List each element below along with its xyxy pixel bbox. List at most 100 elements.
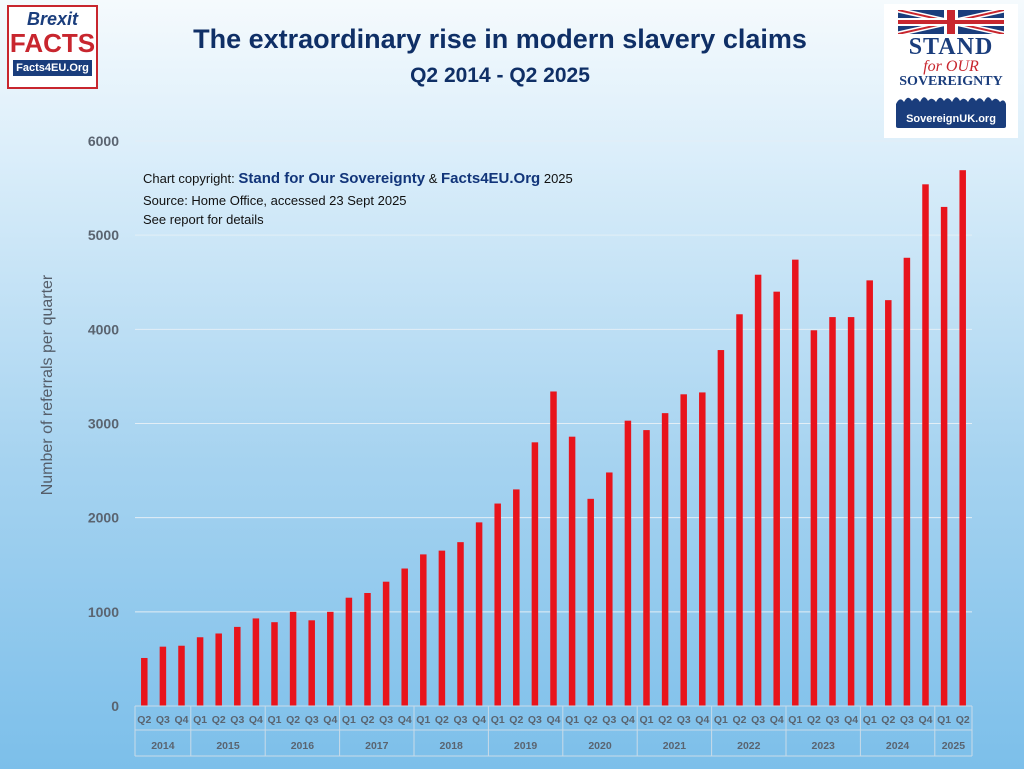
y-tick-label: 5000 (88, 227, 119, 243)
bar (494, 503, 501, 706)
bar (810, 330, 818, 706)
x-tick-label: Q1 (788, 714, 802, 726)
x-group-label: 2022 (737, 740, 761, 752)
bar (271, 622, 278, 706)
bar (420, 554, 427, 706)
x-tick-label: Q1 (639, 714, 653, 726)
y-tick-label: 6000 (88, 133, 119, 149)
x-group-label: 2020 (588, 740, 612, 752)
x-group-label: 2016 (291, 740, 315, 752)
bar (364, 593, 371, 706)
x-tick-label: Q4 (621, 714, 635, 726)
chart-title: The extraordinary rise in modern slavery… (193, 24, 807, 54)
x-tick-label: Q3 (156, 714, 170, 726)
x-tick-label: Q4 (398, 714, 412, 726)
bar (327, 611, 334, 706)
x-tick-label: Q2 (881, 714, 895, 726)
bar (215, 633, 222, 706)
brexit-logo-line1: Brexit (26, 9, 79, 29)
bar (196, 637, 204, 706)
chart-copyright-note: Chart copyright: Stand for Our Sovereign… (143, 170, 573, 187)
x-tick-label: Q2 (137, 714, 151, 726)
copyright-org2: Facts4EU.Org (441, 170, 541, 187)
x-tick-label: Q2 (286, 714, 300, 726)
y-tick-label: 0 (111, 698, 119, 714)
x-tick-label: Q1 (342, 714, 356, 726)
x-tick-label: Q1 (416, 714, 430, 726)
x-group-label: 2014 (151, 740, 175, 752)
x-group-label: 2017 (365, 740, 389, 752)
bar (382, 581, 390, 706)
bar (345, 597, 353, 706)
bar (289, 611, 297, 706)
x-tick-label: Q1 (714, 714, 728, 726)
x-tick-label: Q4 (770, 714, 784, 726)
source-note: Source: Home Office, accessed 23 Sept 20… (143, 193, 407, 208)
bar (866, 280, 873, 706)
x-tick-label: Q4 (695, 714, 709, 726)
bar (773, 291, 780, 706)
bar (178, 645, 185, 706)
x-tick-label: Q4 (546, 714, 560, 726)
x-tick-label: Q4 (323, 714, 337, 726)
x-tick-label: Q4 (249, 714, 263, 726)
copyright-org1: Stand for Our Sovereignty (238, 170, 426, 187)
x-tick-label: Q2 (956, 714, 970, 726)
brexit-logo-line2: FACTS (9, 28, 96, 58)
x-tick-label: Q4 (844, 714, 858, 726)
x-tick-label: Q2 (360, 714, 374, 726)
x-tick-label: Q3 (602, 714, 616, 726)
bar (717, 350, 725, 706)
union-flag-icon (898, 10, 1004, 34)
bar (308, 620, 315, 706)
bar (792, 259, 799, 706)
bar (885, 300, 892, 706)
bar (959, 170, 966, 707)
y-tick-label: 1000 (88, 604, 119, 620)
bar (159, 646, 167, 706)
bar (550, 391, 557, 706)
x-tick-label: Q1 (491, 714, 505, 726)
bar (922, 184, 929, 707)
bar (940, 206, 948, 706)
bar (234, 626, 241, 706)
bar (624, 420, 632, 706)
x-group-label: 2025 (942, 740, 966, 752)
bar (829, 317, 836, 706)
bar (457, 542, 464, 706)
bar (438, 550, 446, 706)
bar (568, 436, 576, 706)
x-group-label: 2021 (663, 740, 687, 752)
brexit-facts-logo: Brexit FACTS Facts4EU.Org (7, 5, 98, 89)
copyright-year: 2025 (543, 171, 573, 186)
x-tick-label: Q4 (918, 714, 932, 726)
bar (141, 657, 148, 706)
x-tick-label: Q1 (565, 714, 579, 726)
bar (475, 522, 483, 706)
x-tick-label: Q3 (751, 714, 765, 726)
x-tick-label: Q2 (658, 714, 672, 726)
x-tick-label: Q1 (193, 714, 207, 726)
bar (401, 568, 408, 706)
stand-logo-line2: for OUR (923, 58, 979, 75)
bar (587, 498, 594, 706)
x-group-label: 2023 (812, 740, 836, 752)
bar (643, 430, 650, 706)
x-tick-label: Q3 (825, 714, 839, 726)
bar (699, 392, 706, 706)
stand-logo-line3: SOVEREIGNTY (899, 74, 1003, 89)
copyright-amp: & (428, 171, 438, 186)
x-tick-label: Q3 (230, 714, 244, 726)
x-group-label: 2015 (216, 740, 240, 752)
x-tick-label: Q3 (379, 714, 393, 726)
y-tick-label: 2000 (88, 510, 119, 526)
x-tick-label: Q1 (863, 714, 877, 726)
bar (680, 394, 687, 706)
x-group-label: 2019 (514, 740, 538, 752)
brexit-logo-line3: Facts4EU.Org (13, 60, 92, 76)
details-note: See report for details (143, 212, 264, 227)
stand-logo-url: SovereignUK.org (896, 110, 1006, 128)
x-tick-label: Q4 (174, 714, 188, 726)
chart-subtitle: Q2 2014 - Q2 2025 (410, 64, 590, 87)
bar (531, 442, 539, 706)
